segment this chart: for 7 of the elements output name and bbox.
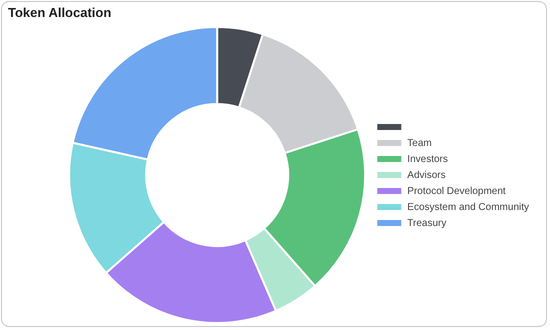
chart-title: Token Allocation	[8, 5, 112, 20]
legend-label: Protocol Development	[407, 186, 506, 197]
legend-label: Ecosystem and Community	[407, 202, 530, 213]
legend-label: Treasury	[407, 218, 446, 229]
legend-label: Investors	[407, 154, 448, 165]
legend-label: Advisors	[407, 170, 446, 181]
legend-label: Team	[407, 138, 432, 149]
